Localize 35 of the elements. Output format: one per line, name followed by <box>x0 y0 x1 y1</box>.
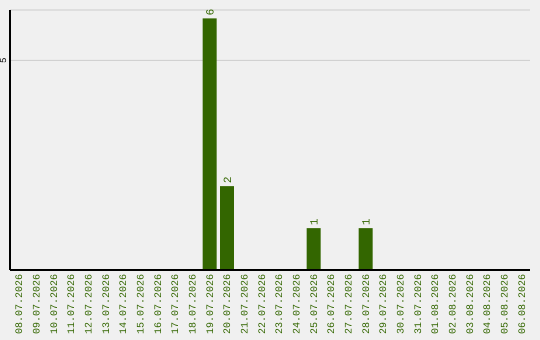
x-tick-label: 24.07.2026 <box>292 274 304 334</box>
x-tick-label: 18.07.2026 <box>188 274 200 334</box>
data-label: 1 <box>310 218 322 226</box>
data-label: 6 <box>206 8 218 16</box>
x-tick-label: 08.07.2026 <box>15 274 26 334</box>
x-tick-label: 30.07.2026 <box>396 274 408 334</box>
x-tick-label: 09.07.2026 <box>32 274 44 334</box>
x-tick-label: 21.07.2026 <box>240 274 252 334</box>
x-tick-label: 31.07.2026 <box>414 274 425 334</box>
x-tick-label: 27.07.2026 <box>344 274 356 334</box>
x-tick-label: 23.07.2026 <box>275 274 286 334</box>
x-tick-label: 11.07.2026 <box>67 274 78 334</box>
x-tick-label: 17.07.2026 <box>171 274 182 334</box>
x-tick-label: 15.07.2026 <box>136 274 148 334</box>
x-tick-label: 02.08.2026 <box>448 274 460 334</box>
x-tick-label: 05.08.2026 <box>500 274 512 334</box>
x-tick-label: 10.07.2026 <box>50 274 61 334</box>
x-tick-label: 01.08.2026 <box>431 274 442 334</box>
data-label: 1 <box>362 218 374 226</box>
x-tick-label: 13.07.2026 <box>102 274 113 334</box>
data-label: 2 <box>222 176 235 184</box>
x-tick-label: 14.07.2026 <box>119 274 130 334</box>
x-tick-label: 03.08.2026 <box>466 274 477 334</box>
x-tick-label: 26.07.2026 <box>327 274 338 334</box>
x-tick-label: 20.07.2026 <box>223 274 234 334</box>
x-tick-label: 22.07.2026 <box>258 274 269 334</box>
x-tick-label: 25.07.2026 <box>310 274 321 334</box>
x-tick-label: 12.07.2026 <box>84 274 96 334</box>
x-tick-label: 04.08.2026 <box>483 274 494 334</box>
x-tick-label: 06.08.2026 <box>518 274 529 334</box>
x-tick-label: 29.07.2026 <box>379 274 390 334</box>
y-tick-label: 5 <box>0 58 9 64</box>
x-tick-label: 16.07.2026 <box>154 274 165 334</box>
x-tick-label: 19.07.2026 <box>206 274 217 334</box>
x-tick-label: 28.07.2026 <box>362 274 373 334</box>
